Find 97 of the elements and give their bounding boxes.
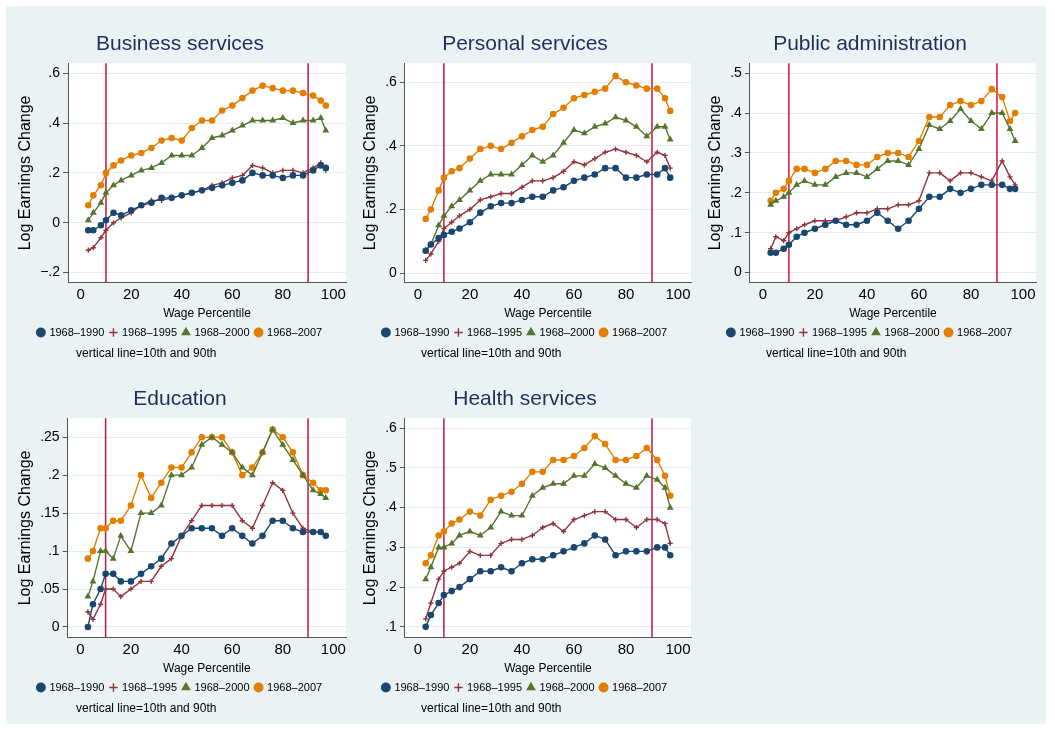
y-axis-title: Log Earnings Change bbox=[16, 450, 34, 606]
chart-title: Health services bbox=[453, 386, 597, 410]
text: vertical line=10th and 90th bbox=[421, 346, 562, 360]
x-tick-label: 80 bbox=[962, 284, 980, 302]
y-axis-title: Log Earnings Change bbox=[361, 450, 379, 606]
legend-label: 1968–2007 bbox=[267, 680, 323, 693]
y-axis-title: Log Earnings Change bbox=[361, 95, 379, 251]
text: vertical line=10th and 90th bbox=[76, 701, 217, 715]
y-tick-label: .15 bbox=[40, 503, 60, 520]
x-tick-label: 20 bbox=[461, 284, 479, 302]
y-tick-label: .2 bbox=[730, 183, 743, 200]
y-tick-label: .2 bbox=[48, 163, 61, 180]
legend-label: 1968–2007 bbox=[612, 680, 668, 693]
x-tick-label: 0 bbox=[76, 284, 85, 302]
chart-title: Public administration bbox=[773, 31, 967, 55]
y-tick-label: .2 bbox=[47, 466, 60, 482]
y-tick-label: 0 bbox=[52, 213, 61, 230]
y-tick-label: .25 bbox=[40, 428, 60, 445]
y-tick-label: .4 bbox=[730, 103, 743, 120]
y-tick-label: .4 bbox=[48, 113, 61, 130]
legend-label: 1968–1990 bbox=[739, 325, 795, 338]
y-tick-label: .05 bbox=[40, 579, 60, 596]
legend-label: 1968–1990 bbox=[394, 680, 450, 693]
legend-label: 1968–2007 bbox=[612, 325, 668, 338]
x-axis-title: Wage Percentile bbox=[504, 306, 593, 321]
text: vertical line=10th and 90th bbox=[766, 346, 907, 360]
x-tick-label: 80 bbox=[617, 284, 635, 302]
x-tick-label: 80 bbox=[274, 284, 292, 302]
y-tick-label: .5 bbox=[730, 64, 743, 81]
x-tick-label: 60 bbox=[223, 284, 241, 302]
x-tick-label: 0 bbox=[758, 284, 768, 302]
y-tick-label: .6 bbox=[385, 419, 398, 435]
x-tick-label: 40 bbox=[858, 284, 876, 302]
x-axis-title: Wage Percentile bbox=[163, 661, 251, 676]
legend-label: 1968–2000 bbox=[194, 325, 250, 338]
x-tick-label: 60 bbox=[565, 639, 583, 657]
x-tick-label: 80 bbox=[274, 639, 292, 657]
x-tick-label: 40 bbox=[513, 284, 531, 302]
legend-label: 1968–2000 bbox=[884, 325, 940, 338]
x-tick-label: 40 bbox=[173, 284, 191, 302]
y-tick-label: .6 bbox=[48, 64, 61, 81]
x-axis-title: Wage Percentile bbox=[849, 306, 938, 321]
legend-label: 1968–1995 bbox=[121, 680, 177, 693]
x-tick-label: 60 bbox=[910, 284, 928, 302]
x-tick-label: 100 bbox=[1010, 284, 1036, 302]
y-tick-label: .1 bbox=[385, 617, 398, 634]
y-tick-label: 0 bbox=[51, 617, 60, 634]
x-tick-label: 20 bbox=[461, 639, 479, 657]
y-tick-label: 0 bbox=[389, 263, 398, 280]
y-axis-title: Log Earnings Change bbox=[16, 95, 34, 251]
y-tick-label: .2 bbox=[385, 577, 398, 594]
legend-label: 1968–2000 bbox=[539, 680, 595, 693]
legend-label: 1968–1990 bbox=[49, 325, 105, 338]
y-tick-label: .4 bbox=[385, 498, 398, 515]
y-tick-label: .3 bbox=[385, 538, 398, 555]
x-tick-label: 60 bbox=[223, 639, 241, 657]
x-tick-label: 80 bbox=[617, 639, 635, 657]
legend-label: 1968–1990 bbox=[49, 680, 105, 693]
x-tick-label: 0 bbox=[76, 639, 85, 657]
y-tick-label: .3 bbox=[730, 143, 743, 160]
legend-label: 1968–1990 bbox=[394, 325, 450, 338]
chart-title: Business services bbox=[95, 31, 265, 55]
x-tick-label: 100 bbox=[320, 639, 346, 657]
legend-label: 1968–1995 bbox=[811, 325, 867, 338]
x-tick-label: 100 bbox=[320, 284, 346, 302]
legend-label: 1968–2007 bbox=[267, 325, 323, 338]
legend-label: 1968–2007 bbox=[957, 325, 1013, 338]
y-axis-title: Log Earnings Change bbox=[706, 95, 724, 251]
x-tick-label: 40 bbox=[513, 639, 531, 657]
legend-label: 1968–2000 bbox=[194, 680, 250, 693]
x-tick-label: 0 bbox=[413, 284, 423, 302]
x-tick-label: 20 bbox=[122, 284, 140, 302]
x-tick-label: 60 bbox=[565, 284, 583, 302]
x-axis-title: Wage Percentile bbox=[163, 306, 252, 321]
y-tick-label: .1 bbox=[47, 541, 60, 558]
text: vertical line=10th and 90th bbox=[421, 701, 562, 715]
y-tick-label: 0 bbox=[734, 263, 743, 280]
x-tick-label: 0 bbox=[413, 639, 423, 657]
y-tick-label: −.2 bbox=[40, 263, 61, 280]
legend-label: 1968–2000 bbox=[539, 325, 595, 338]
y-tick-label: .5 bbox=[385, 458, 398, 475]
x-axis-title: Wage Percentile bbox=[504, 661, 593, 676]
y-tick-label: .1 bbox=[730, 223, 743, 240]
chart-title: Education bbox=[133, 386, 227, 410]
x-tick-label: 100 bbox=[665, 284, 691, 302]
y-tick-label: .4 bbox=[385, 136, 398, 153]
legend-label: 1968–1995 bbox=[466, 680, 522, 693]
legend-label: 1968–1995 bbox=[466, 325, 522, 338]
x-tick-label: 20 bbox=[806, 284, 824, 302]
x-tick-label: 40 bbox=[173, 639, 190, 657]
chart-title: Personal services bbox=[442, 31, 608, 55]
x-tick-label: 100 bbox=[665, 639, 691, 657]
y-tick-label: .2 bbox=[385, 200, 398, 217]
y-tick-label: .6 bbox=[385, 73, 398, 90]
legend-label: 1968–1995 bbox=[121, 325, 177, 338]
x-tick-label: 20 bbox=[122, 639, 140, 657]
text: vertical line=10th and 90th bbox=[76, 346, 217, 360]
